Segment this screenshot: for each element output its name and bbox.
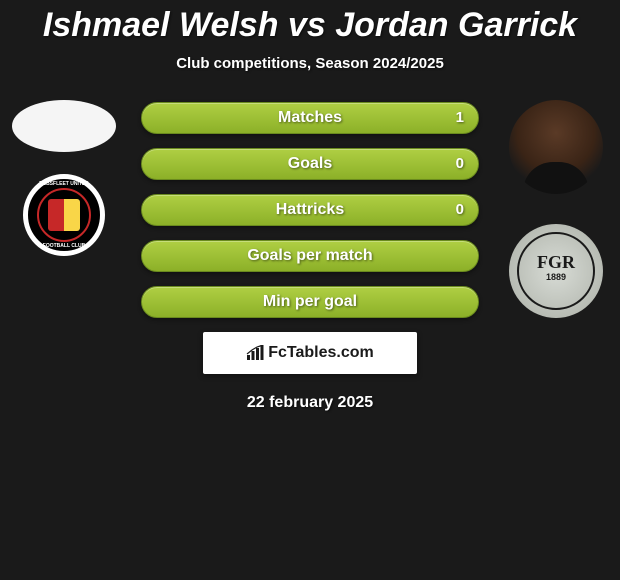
left-club-text-bottom: FOOTBALL CLUB bbox=[28, 243, 100, 249]
left-club-inner-shield bbox=[48, 199, 80, 231]
stats-bars: Matches 1 Goals 0 Hattricks 0 Goals per … bbox=[141, 100, 479, 412]
left-club-text-top: EBBSFLEET UNITED bbox=[28, 181, 100, 187]
stat-label: Hattricks bbox=[142, 195, 478, 225]
stat-right-value: 0 bbox=[456, 195, 464, 225]
stat-bar-goals: Goals 0 bbox=[141, 148, 479, 180]
stat-right-value: 1 bbox=[456, 103, 464, 133]
stat-label: Matches bbox=[142, 103, 478, 133]
stat-bar-matches: Matches 1 bbox=[141, 102, 479, 134]
stat-label: Goals per match bbox=[142, 241, 478, 271]
date-text: 22 february 2025 bbox=[141, 394, 479, 412]
brand-box[interactable]: FcTables.com bbox=[203, 332, 417, 374]
bar-chart-icon bbox=[246, 345, 264, 361]
right-club-monogram: FGR bbox=[509, 252, 603, 273]
stat-label: Goals bbox=[142, 149, 478, 179]
left-player-photo bbox=[12, 100, 116, 152]
right-player-column: FGR 1889 bbox=[500, 100, 612, 318]
stat-bar-goals-per-match: Goals per match bbox=[141, 240, 479, 272]
page-title: Ishmael Welsh vs Jordan Garrick bbox=[0, 0, 620, 45]
stat-bar-hattricks: Hattricks 0 bbox=[141, 194, 479, 226]
subtitle: Club competitions, Season 2024/2025 bbox=[0, 55, 620, 72]
right-player-photo bbox=[509, 100, 603, 194]
right-club-badge: FGR 1889 bbox=[509, 224, 603, 318]
stat-label: Min per goal bbox=[142, 287, 478, 317]
stat-bar-min-per-goal: Min per goal bbox=[141, 286, 479, 318]
brand-text: FcTables.com bbox=[268, 344, 374, 362]
stat-right-value: 0 bbox=[456, 149, 464, 179]
left-player-column: EBBSFLEET UNITED FOOTBALL CLUB bbox=[8, 100, 120, 256]
comparison-area: EBBSFLEET UNITED FOOTBALL CLUB FGR 1889 … bbox=[0, 100, 620, 460]
left-club-badge: EBBSFLEET UNITED FOOTBALL CLUB bbox=[23, 174, 105, 256]
right-club-year: 1889 bbox=[509, 272, 603, 282]
